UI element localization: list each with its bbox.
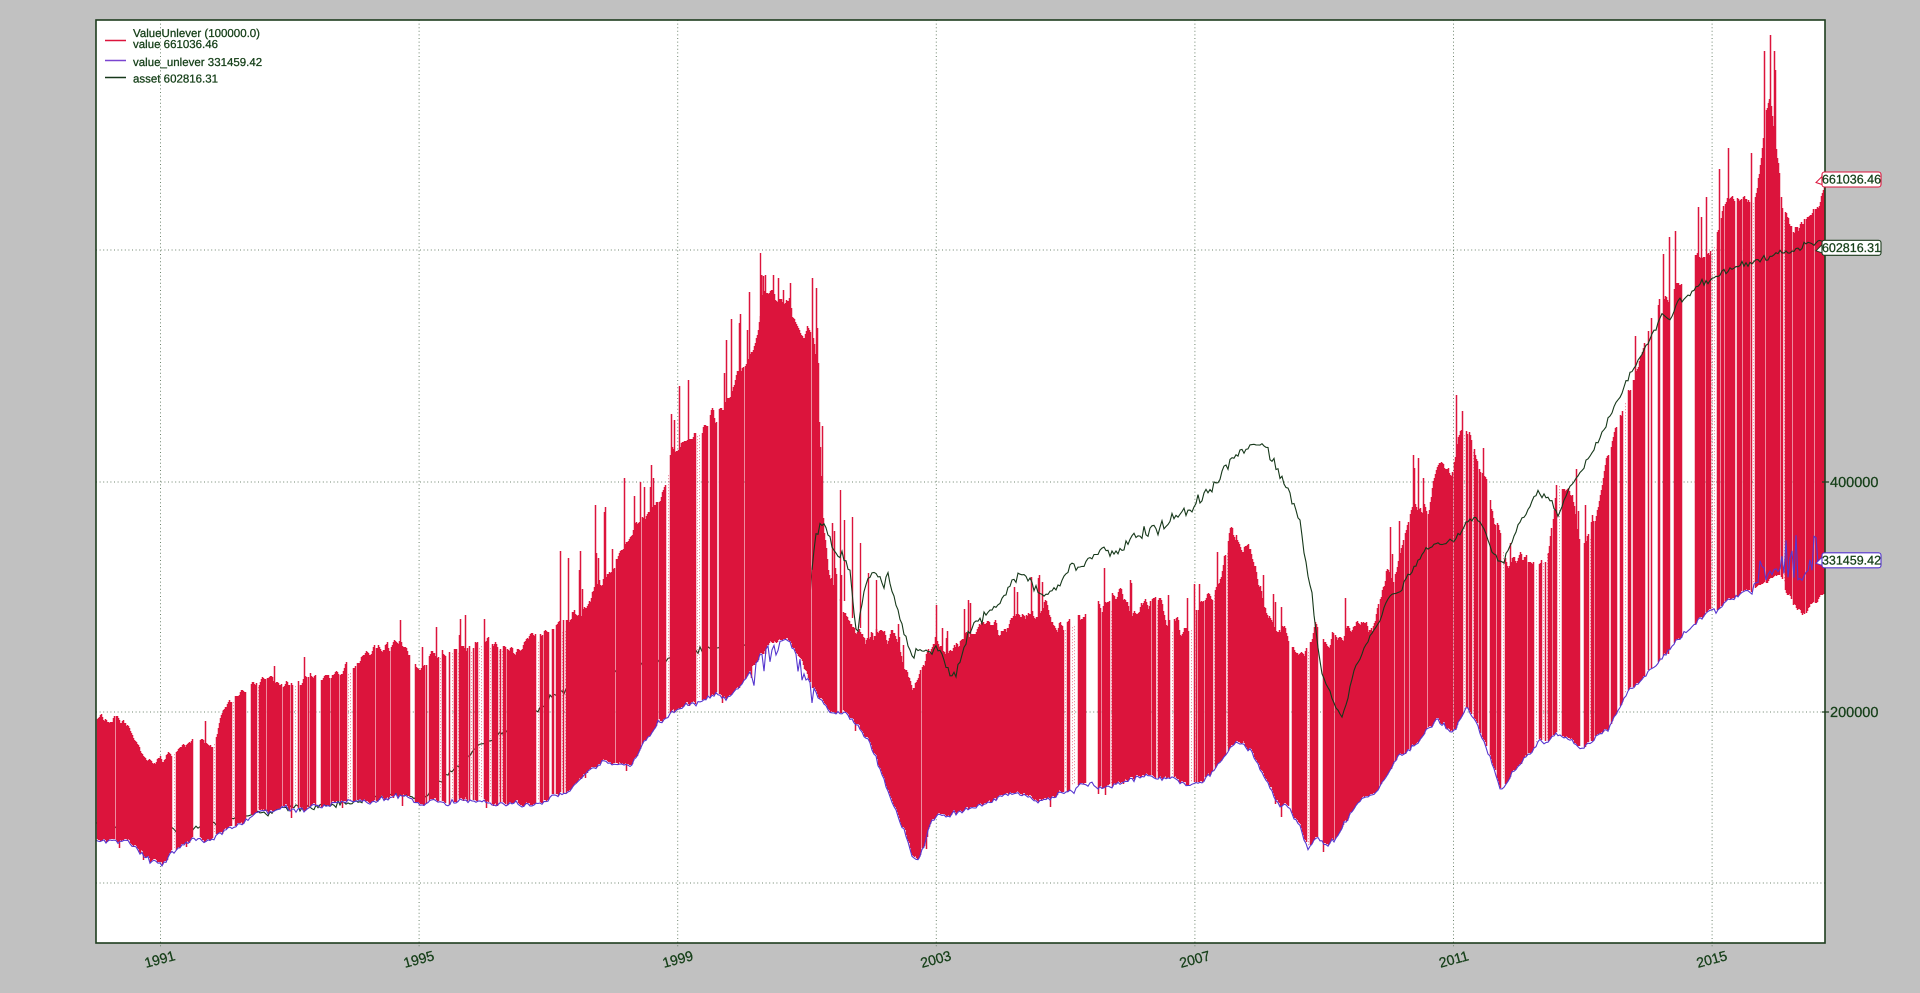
svg-text:2011: 2011 [1437,947,1470,970]
svg-text:331459.42: 331459.42 [1822,554,1881,568]
svg-text:value 661036.46: value 661036.46 [133,39,218,51]
svg-text:602816.31: 602816.31 [1822,241,1881,255]
svg-text:value_unlever 331459.42: value_unlever 331459.42 [133,57,262,69]
svg-text:asset 602816.31: asset 602816.31 [133,74,218,86]
svg-text:ValueUnlever (100000.0): ValueUnlever (100000.0) [133,28,260,40]
svg-text:200000: 200000 [1830,705,1878,721]
svg-text:661036.46: 661036.46 [1822,173,1881,187]
svg-text:400000: 400000 [1830,475,1878,491]
svg-text:1999: 1999 [661,947,695,971]
